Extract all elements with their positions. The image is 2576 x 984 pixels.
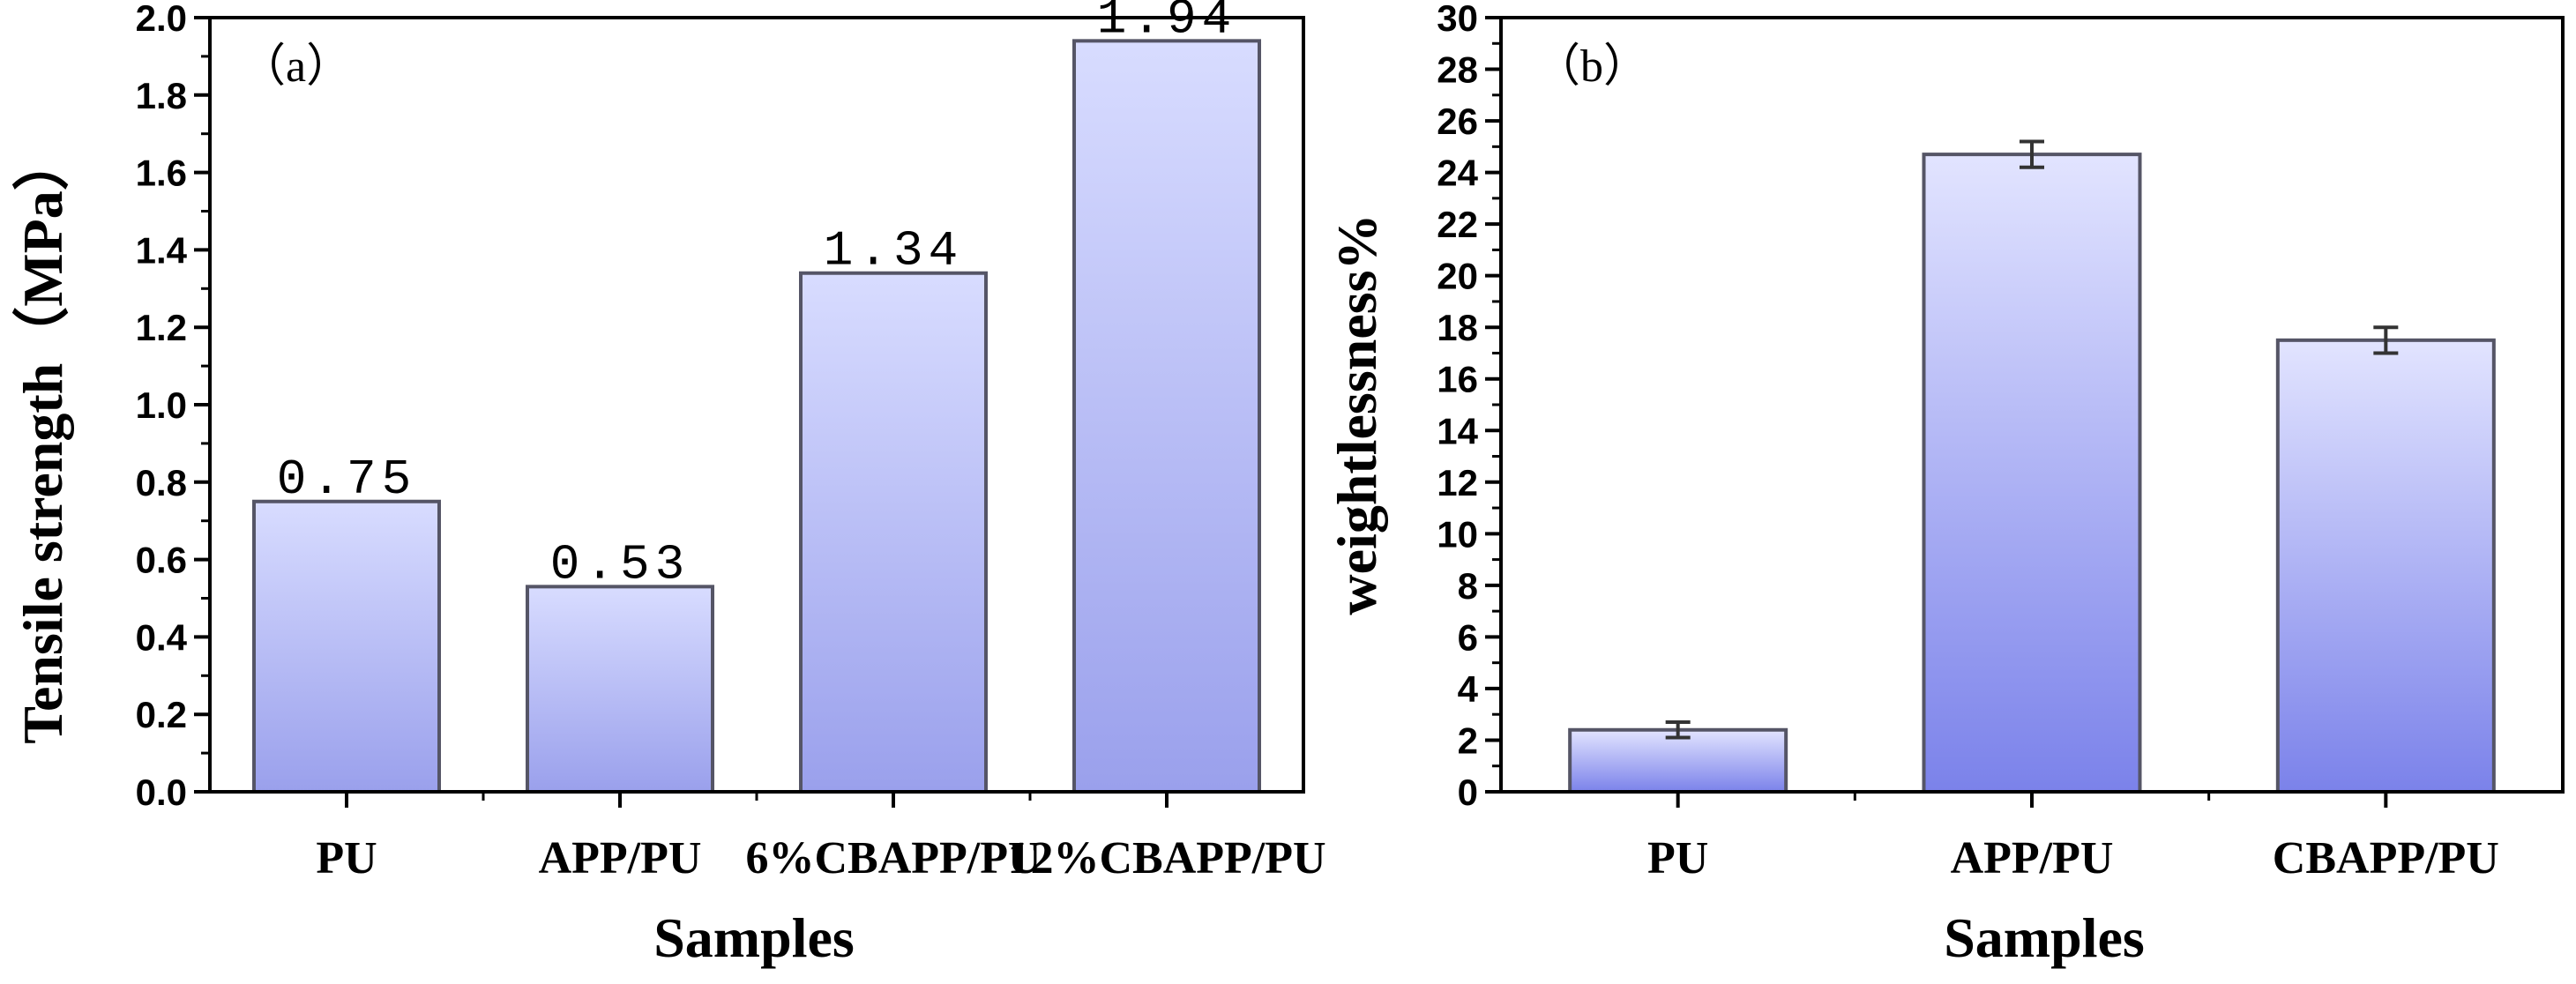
plot-frame (1499, 16, 2565, 794)
x-axis-title-b: Samples (1944, 906, 2145, 969)
y-tick-label: 18 (1437, 307, 1478, 348)
y-tick-label: 6 (1458, 616, 1478, 658)
y-tick-label: 14 (1437, 410, 1478, 451)
y-tick-label: 30 (1437, 0, 1478, 39)
x-axis-title-a: Samples (653, 906, 855, 969)
y-tick-label: 0.0 (136, 772, 187, 813)
y-tick-label: 0.2 (136, 694, 187, 735)
y-tick-label: 0 (1458, 772, 1478, 813)
chart-tensile-strength: 0.75 0.53 1.34 1.94 PU APP/PU 6%CBAPP/PU12%CB… (11, 0, 1326, 969)
data-label: 0.53 (550, 536, 690, 593)
y-tick-label: 2.0 (136, 0, 187, 39)
bar-app-pu (1922, 153, 2142, 794)
y-tick-label: 0.6 (136, 540, 187, 581)
data-label: 1.34 (824, 223, 963, 280)
y-tick-label: 12 (1437, 462, 1478, 503)
plot-frame (208, 16, 1305, 794)
panel-label-a: （a） (240, 41, 352, 92)
x-tick-label: PU (316, 833, 377, 883)
bar-6-cbapp-pu (799, 271, 988, 794)
data-label: 0.75 (277, 451, 416, 508)
x-tick-label: APP/PU (539, 833, 702, 883)
y-tick-label: 1.8 (136, 75, 187, 116)
x-tick-label: PU (1647, 833, 1708, 883)
y-tick-label: 22 (1437, 204, 1478, 245)
y-tick-label: 0.8 (136, 462, 187, 503)
y-tick-label: 24 (1437, 153, 1478, 194)
bar-12-cbapp-pu (1072, 39, 1261, 794)
y-tick-label: 1.4 (136, 229, 188, 271)
y-tick-label: 8 (1458, 565, 1478, 607)
y-tick-label: 20 (1437, 256, 1478, 297)
bar-app-pu (526, 585, 714, 794)
y-tick-label: 4 (1458, 668, 1479, 710)
y-tick-label: 28 (1437, 49, 1478, 91)
y-tick-label: 10 (1437, 513, 1478, 555)
x-tick-label: 6%CBAPP/PU (745, 833, 1041, 883)
y-axis-title-b: weightlessness% (1325, 213, 1388, 615)
chart-weightlessness: PU APP/PU CBAPP/PU024681012141618202224262… (1325, 0, 2565, 969)
x-tick-label: CBAPP/PU (2273, 833, 2499, 883)
bar-cbapp-pu (2275, 338, 2496, 794)
x-tick-label: APP/PU (1951, 833, 2114, 883)
y-tick-label: 0.4 (136, 616, 188, 658)
bar-pu (252, 499, 441, 794)
y-tick-label: 26 (1437, 101, 1478, 142)
y-tick-label: 1.6 (136, 153, 187, 194)
y-tick-label: 1.0 (136, 384, 187, 426)
y-tick-label: 1.2 (136, 307, 187, 348)
data-label: 1.94 (1097, 0, 1236, 47)
y-axis-title-a: Tensile strength（MPa） (11, 134, 74, 744)
y-tick-label: 16 (1437, 359, 1478, 400)
x-tick-label: 12%CBAPP/PU (1007, 833, 1325, 883)
y-tick-label: 2 (1458, 719, 1478, 761)
panel-label-b: （b） (1534, 41, 1649, 92)
